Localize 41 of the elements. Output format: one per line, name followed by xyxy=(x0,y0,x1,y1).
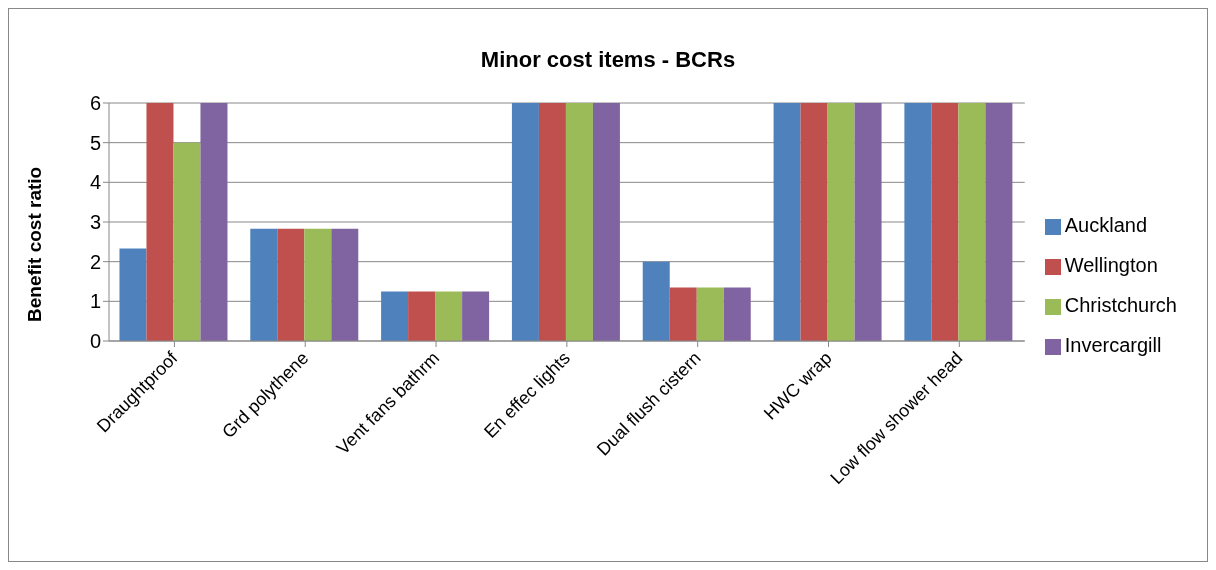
bar xyxy=(827,103,855,341)
bar xyxy=(592,103,620,341)
bar xyxy=(985,103,1013,341)
bar xyxy=(462,291,490,341)
bar xyxy=(119,248,147,341)
bar xyxy=(565,103,593,341)
bar xyxy=(723,287,751,341)
bar xyxy=(931,103,959,341)
bar xyxy=(331,228,359,341)
bar xyxy=(381,291,409,341)
bar xyxy=(773,103,801,341)
legend-label: Invercargill xyxy=(1064,334,1162,356)
bar xyxy=(173,142,201,341)
y-tick-label: 3 xyxy=(89,211,101,234)
y-axis-title: Benefit cost ratio xyxy=(23,166,45,322)
bar xyxy=(904,103,932,341)
chart-title: Minor cost items - BCRs xyxy=(479,47,737,73)
y-tick-label: 5 xyxy=(89,131,101,154)
bar xyxy=(408,291,436,341)
bar xyxy=(435,291,463,341)
bar xyxy=(642,261,670,341)
bar xyxy=(200,103,228,341)
legend-label: Christchurch xyxy=(1064,294,1177,316)
bar xyxy=(146,103,174,341)
bar xyxy=(958,103,986,341)
y-tick-label: 2 xyxy=(89,250,101,273)
y-tick-label: 0 xyxy=(89,330,101,353)
bar xyxy=(854,103,882,341)
bar xyxy=(250,228,278,341)
bar xyxy=(511,103,539,341)
bar xyxy=(538,103,566,341)
legend-label: Wellington xyxy=(1064,254,1158,276)
legend-label: Auckland xyxy=(1064,214,1148,236)
bar xyxy=(277,228,305,341)
y-tick-label: 6 xyxy=(89,92,101,115)
bar xyxy=(669,287,697,341)
bar xyxy=(800,103,828,341)
bar xyxy=(696,287,724,341)
bar xyxy=(304,228,332,341)
y-tick-label: 1 xyxy=(89,290,101,313)
y-tick-label: 4 xyxy=(89,171,101,194)
